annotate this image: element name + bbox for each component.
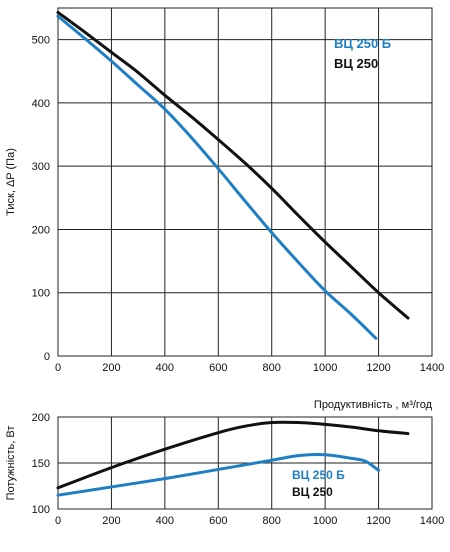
x-tick-label: 800	[263, 362, 281, 374]
y-tick-label: 400	[32, 98, 50, 110]
series-line	[56, 453, 381, 497]
legend-entry: ВЦ 250 Б	[334, 36, 391, 51]
x-tick-label: 1200	[366, 515, 390, 527]
y-tick-label: 100	[32, 504, 50, 516]
x-tick-label: 800	[263, 515, 281, 527]
y-tick-label: 200	[32, 224, 50, 236]
x-tick-label: 600	[209, 515, 227, 527]
plot-frame	[57, 7, 433, 357]
y-axis-label: Тиск, ΔP (Па)	[5, 148, 17, 216]
x-tick-label: 0	[55, 362, 61, 374]
x-tick-label: 600	[209, 362, 227, 374]
pressure-chart: 0 200 400 600 800 1000 1200 1400 0 100 200 300 400 50…	[5, 7, 444, 374]
legend-entry: ВЦ 250	[292, 485, 333, 499]
y-tick-label: 300	[32, 161, 50, 173]
x-tick-label: 1400	[420, 515, 444, 527]
power-chart: 0 200 400 600 800 1000 1200 1400 100 150 200 Потужн…	[5, 399, 444, 527]
y-tick-label: 150	[32, 458, 50, 470]
y-axis-label: Потужність, Вт	[5, 426, 17, 501]
series-line	[56, 10, 410, 320]
x-tick-label: 1400	[420, 362, 444, 374]
y-tick-label: 200	[32, 412, 50, 424]
x-tick-label: 0	[55, 515, 61, 527]
x-tick-label: 1000	[313, 515, 337, 527]
legend-entry: ВЦ 250	[334, 56, 378, 71]
x-axis-label: Продуктивність , м³/год	[314, 399, 433, 411]
x-tick-label: 200	[102, 515, 120, 527]
y-tick-label: 500	[32, 35, 50, 47]
series-line	[56, 420, 410, 490]
y-tick-label: 100	[32, 288, 50, 300]
x-tick-label: 200	[102, 362, 120, 374]
x-tick-label: 1200	[366, 362, 390, 374]
x-tick-label: 400	[156, 515, 174, 527]
series-line	[56, 14, 378, 340]
y-tick-label: 0	[44, 351, 50, 363]
legend-entry: ВЦ 250 Б	[292, 468, 345, 482]
x-tick-label: 1000	[313, 362, 337, 374]
x-tick-label: 400	[156, 362, 174, 374]
